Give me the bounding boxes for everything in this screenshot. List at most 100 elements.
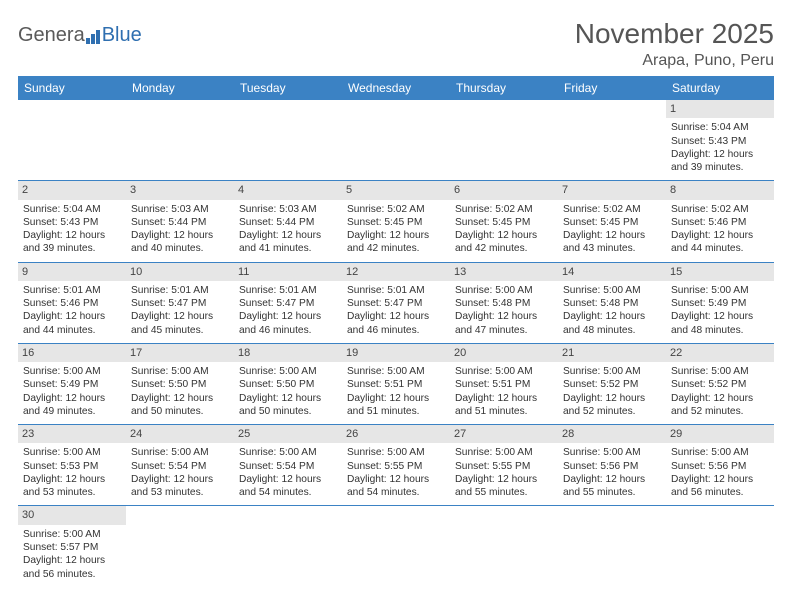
daylight-text-2: and 46 minutes. [239,324,337,337]
calendar-cell: 12Sunrise: 5:01 AMSunset: 5:47 PMDayligh… [342,262,450,343]
daylight-text-2: and 48 minutes. [671,324,769,337]
daylight-text-1: Daylight: 12 hours [671,229,769,242]
sunrise-text: Sunrise: 5:00 AM [239,365,337,378]
day-header: Sunday [18,76,126,100]
day-number: 7 [558,181,666,199]
day-content: Sunrise: 5:00 AMSunset: 5:51 PMDaylight:… [347,365,445,418]
sunset-text: Sunset: 5:44 PM [131,216,229,229]
daylight-text-2: and 55 minutes. [563,486,661,499]
day-number: 8 [666,181,774,199]
day-content: Sunrise: 5:01 AMSunset: 5:47 PMDaylight:… [347,284,445,337]
daylight-text-2: and 52 minutes. [563,405,661,418]
calendar-cell-empty [342,506,450,587]
sunrise-text: Sunrise: 5:03 AM [131,203,229,216]
sunrise-text: Sunrise: 5:00 AM [347,365,445,378]
sunrise-text: Sunrise: 5:01 AM [347,284,445,297]
calendar-cell: 16Sunrise: 5:00 AMSunset: 5:49 PMDayligh… [18,343,126,424]
daylight-text-1: Daylight: 12 hours [23,310,121,323]
sunset-text: Sunset: 5:49 PM [671,297,769,310]
day-content: Sunrise: 5:02 AMSunset: 5:45 PMDaylight:… [347,203,445,256]
daylight-text-1: Daylight: 12 hours [239,310,337,323]
sunrise-text: Sunrise: 5:00 AM [131,446,229,459]
daylight-text-2: and 45 minutes. [131,324,229,337]
sunrise-text: Sunrise: 5:00 AM [131,365,229,378]
daylight-text-2: and 56 minutes. [671,486,769,499]
calendar-row: 16Sunrise: 5:00 AMSunset: 5:49 PMDayligh… [18,343,774,424]
sunset-text: Sunset: 5:55 PM [455,460,553,473]
day-number: 18 [234,344,342,362]
day-number: 23 [18,425,126,443]
daylight-text-1: Daylight: 12 hours [671,310,769,323]
daylight-text-2: and 41 minutes. [239,242,337,255]
calendar-row: 23Sunrise: 5:00 AMSunset: 5:53 PMDayligh… [18,425,774,506]
sunset-text: Sunset: 5:44 PM [239,216,337,229]
day-header: Wednesday [342,76,450,100]
sunset-text: Sunset: 5:54 PM [131,460,229,473]
day-content: Sunrise: 5:04 AMSunset: 5:43 PMDaylight:… [23,203,121,256]
calendar-cell: 7Sunrise: 5:02 AMSunset: 5:45 PMDaylight… [558,181,666,262]
sunrise-text: Sunrise: 5:00 AM [671,365,769,378]
sunrise-text: Sunrise: 5:02 AM [347,203,445,216]
sunrise-text: Sunrise: 5:02 AM [563,203,661,216]
calendar-cell-empty [234,506,342,587]
daylight-text-1: Daylight: 12 hours [563,310,661,323]
calendar-cell-empty [558,100,666,181]
page-container: GeneraBlue November 2025 Arapa, Puno, Pe… [0,0,792,587]
daylight-text-1: Daylight: 12 hours [239,473,337,486]
header-row: GeneraBlue November 2025 Arapa, Puno, Pe… [18,18,774,70]
logo-chart-icon [86,28,100,44]
calendar-cell: 10 Sunrise: 5:01 AMSunset: 5:47 PMDayligh… [126,262,234,343]
sunrise-text: Sunrise: 5:00 AM [23,446,121,459]
calendar-cell: 22Sunrise: 5:00 AMSunset: 5:52 PMDayligh… [666,343,774,424]
daylight-text-1: Daylight: 12 hours [131,229,229,242]
day-number: 25 [234,425,342,443]
daylight-text-1: Daylight: 12 hours [455,392,553,405]
day-header: Friday [558,76,666,100]
day-number: 15 [666,263,774,281]
daylight-text-2: and 51 minutes. [347,405,445,418]
calendar-cell-empty [450,100,558,181]
daylight-text-1: Daylight: 12 hours [23,473,121,486]
sunrise-text: Sunrise: 5:00 AM [23,365,121,378]
calendar-cell-empty [666,506,774,587]
sunset-text: Sunset: 5:56 PM [671,460,769,473]
day-number: 26 [342,425,450,443]
daylight-text-1: Daylight: 12 hours [563,473,661,486]
daylight-text-1: Daylight: 12 hours [23,229,121,242]
sunrise-text: Sunrise: 5:00 AM [671,446,769,459]
sunrise-text: Sunrise: 5:04 AM [671,121,769,134]
sunrise-text: Sunrise: 5:00 AM [671,284,769,297]
sunset-text: Sunset: 5:45 PM [347,216,445,229]
calendar-cell: 8Sunrise: 5:02 AMSunset: 5:46 PMDaylight… [666,181,774,262]
sunset-text: Sunset: 5:43 PM [671,135,769,148]
day-number: 14 [558,263,666,281]
sunrise-text: Sunrise: 5:00 AM [23,528,121,541]
day-content: Sunrise: 5:01 AMSunset: 5:47 PMDaylight:… [239,284,337,337]
sunset-text: Sunset: 5:53 PM [23,460,121,473]
calendar-cell: 27Sunrise: 5:00 AMSunset: 5:55 PMDayligh… [450,425,558,506]
calendar-cell: 19Sunrise: 5:00 AMSunset: 5:51 PMDayligh… [342,343,450,424]
daylight-text-1: Daylight: 12 hours [23,554,121,567]
sunrise-text: Sunrise: 5:01 AM [131,284,229,297]
sunset-text: Sunset: 5:52 PM [563,378,661,391]
daylight-text-1: Daylight: 12 hours [131,473,229,486]
sunset-text: Sunset: 5:50 PM [239,378,337,391]
daylight-text-1: Daylight: 12 hours [671,473,769,486]
sunrise-text: Sunrise: 5:00 AM [563,446,661,459]
sunrise-text: Sunrise: 5:00 AM [347,446,445,459]
day-content: Sunrise: 5:01 AMSunset: 5:47 PMDaylight:… [131,284,229,337]
month-title: November 2025 [575,18,774,50]
day-number: 10 [126,263,234,281]
day-content: Sunrise: 5:00 AMSunset: 5:49 PMDaylight:… [23,365,121,418]
day-content: Sunrise: 5:00 AMSunset: 5:54 PMDaylight:… [239,446,337,499]
day-number: 21 [558,344,666,362]
day-number: 11 [234,263,342,281]
day-content: Sunrise: 5:00 AMSunset: 5:56 PMDaylight:… [671,446,769,499]
day-content: Sunrise: 5:00 AMSunset: 5:51 PMDaylight:… [455,365,553,418]
sunrise-text: Sunrise: 5:00 AM [455,284,553,297]
daylight-text-2: and 47 minutes. [455,324,553,337]
daylight-text-2: and 43 minutes. [563,242,661,255]
sunrise-text: Sunrise: 5:00 AM [563,365,661,378]
day-number: 29 [666,425,774,443]
day-number: 3 [126,181,234,199]
